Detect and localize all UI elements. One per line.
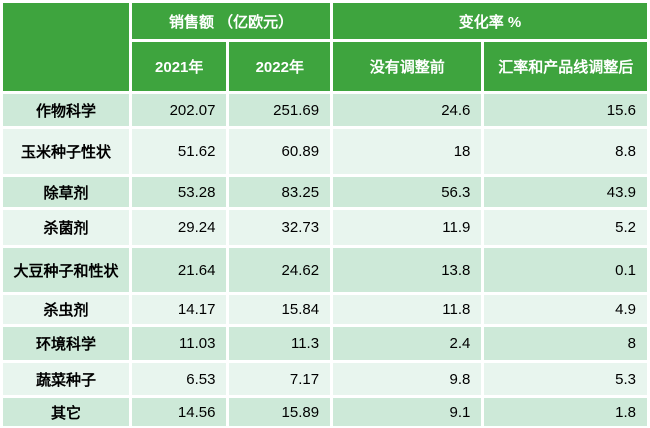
cell-2022: 251.69 bbox=[229, 94, 331, 126]
cell-change-adjusted: 5.2 bbox=[484, 210, 647, 245]
table-row-crop-science: 作物科学 202.07 251.69 24.6 15.6 bbox=[3, 94, 647, 126]
row-label: 杀虫剂 bbox=[3, 295, 129, 324]
cell-change-before: 11.8 bbox=[333, 295, 482, 324]
cell-change-before: 9.1 bbox=[333, 398, 482, 426]
cell-2021: 14.56 bbox=[131, 398, 227, 426]
table-row-other: 其它 14.56 15.89 9.1 1.8 bbox=[3, 398, 647, 426]
cell-change-before: 13.8 bbox=[333, 248, 482, 292]
row-label: 环境科学 bbox=[3, 327, 129, 360]
cell-change-before: 2.4 bbox=[333, 327, 482, 360]
cell-change-adjusted: 1.8 bbox=[484, 398, 647, 426]
cell-change-before: 24.6 bbox=[333, 94, 482, 126]
cell-change-before: 56.3 bbox=[333, 177, 482, 207]
cell-change-before: 18 bbox=[333, 129, 482, 174]
row-label: 作物科学 bbox=[3, 94, 129, 126]
cell-2022: 7.17 bbox=[229, 363, 331, 395]
table-row-insecticide: 杀虫剂 14.17 15.84 11.8 4.9 bbox=[3, 295, 647, 324]
header-col-2022: 2022年 bbox=[229, 42, 331, 91]
header-group-change-rate: 变化率 % bbox=[333, 3, 647, 39]
header-col-fx-portfolio-adjusted: 汇率和产品线调整后 bbox=[484, 42, 647, 91]
cell-2022: 83.25 bbox=[229, 177, 331, 207]
cell-change-adjusted: 4.9 bbox=[484, 295, 647, 324]
cell-2022: 15.89 bbox=[229, 398, 331, 426]
table-row-herbicide: 除草剂 53.28 83.25 56.3 43.9 bbox=[3, 177, 647, 207]
cell-2021: 29.24 bbox=[131, 210, 227, 245]
cell-2021: 53.28 bbox=[131, 177, 227, 207]
cell-change-before: 11.9 bbox=[333, 210, 482, 245]
cell-2022: 24.62 bbox=[229, 248, 331, 292]
table-row-corn-seed-traits: 玉米种子性状 51.62 60.89 18 8.8 bbox=[3, 129, 647, 174]
header-group-sales: 销售额 （亿欧元） bbox=[131, 3, 331, 39]
cell-2021: 202.07 bbox=[131, 94, 227, 126]
cell-change-adjusted: 8.8 bbox=[484, 129, 647, 174]
header-subhead-row: 2021年 2022年 没有调整前 汇率和产品线调整后 bbox=[3, 42, 647, 91]
cell-2021: 21.64 bbox=[131, 248, 227, 292]
cell-2022: 32.73 bbox=[229, 210, 331, 245]
cell-2022: 60.89 bbox=[229, 129, 331, 174]
header-group-row: 销售额 （亿欧元） 变化率 % bbox=[3, 3, 647, 91]
cell-change-adjusted: 43.9 bbox=[484, 177, 647, 207]
cell-2021: 51.62 bbox=[131, 129, 227, 174]
row-label: 玉米种子性状 bbox=[3, 129, 129, 174]
cell-2021: 11.03 bbox=[131, 327, 227, 360]
cell-2021: 14.17 bbox=[131, 295, 227, 324]
cell-change-before: 9.8 bbox=[333, 363, 482, 395]
table-row-vegetable-seeds: 蔬菜种子 6.53 7.17 9.8 5.3 bbox=[3, 363, 647, 395]
cell-change-adjusted: 0.1 bbox=[484, 248, 647, 292]
row-label: 蔬菜种子 bbox=[3, 363, 129, 395]
cell-2021: 6.53 bbox=[131, 363, 227, 395]
table-row-environmental-science: 环境科学 11.03 11.3 2.4 8 bbox=[3, 327, 647, 360]
cell-change-adjusted: 15.6 bbox=[484, 94, 647, 126]
row-label: 除草剂 bbox=[3, 177, 129, 207]
cell-change-adjusted: 5.3 bbox=[484, 363, 647, 395]
table-row-fungicide: 杀菌剂 29.24 32.73 11.9 5.2 bbox=[3, 210, 647, 245]
corner-cell bbox=[3, 3, 129, 91]
row-label: 大豆种子和性状 bbox=[3, 248, 129, 292]
header-col-2021: 2021年 bbox=[131, 42, 227, 91]
cell-change-adjusted: 8 bbox=[484, 327, 647, 360]
row-label: 杀菌剂 bbox=[3, 210, 129, 245]
table-row-soy-seed-and-traits: 大豆种子和性状 21.64 24.62 13.8 0.1 bbox=[3, 248, 647, 292]
cell-2022: 11.3 bbox=[229, 327, 331, 360]
row-label: 其它 bbox=[3, 398, 129, 426]
header-col-before-adjustment: 没有调整前 bbox=[333, 42, 482, 91]
cell-2022: 15.84 bbox=[229, 295, 331, 324]
